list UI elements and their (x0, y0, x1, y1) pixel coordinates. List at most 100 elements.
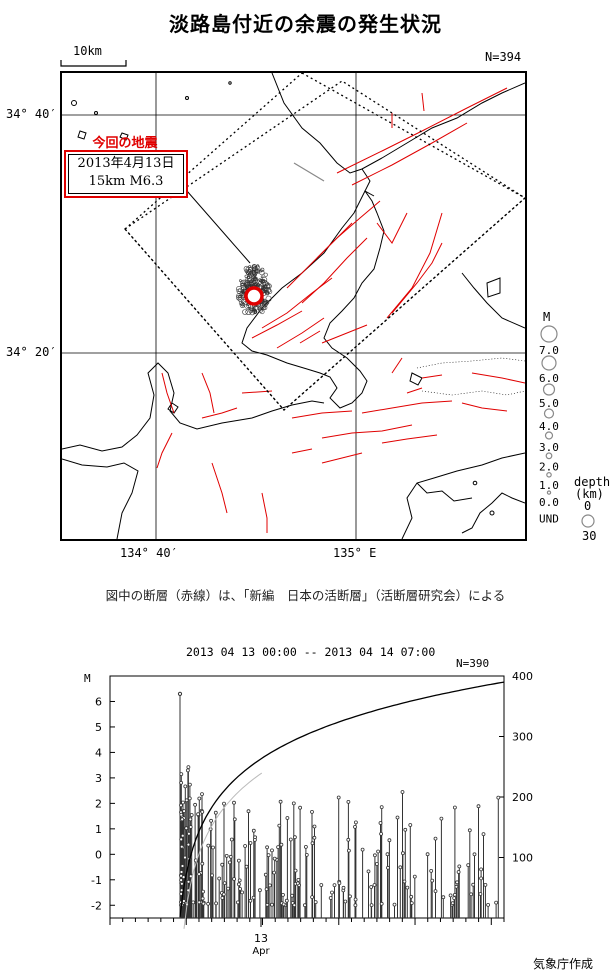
event-point (292, 903, 297, 908)
event-point (336, 795, 341, 800)
event-point (180, 817, 185, 822)
event-point (310, 809, 314, 814)
event-point (226, 886, 231, 891)
event-point (441, 895, 446, 900)
event-point (376, 849, 381, 854)
event-point (295, 881, 300, 886)
event-point (206, 901, 211, 906)
event-point (179, 803, 183, 808)
event-point (353, 820, 358, 825)
event-point (210, 873, 215, 878)
event-point (408, 823, 413, 827)
event-point (214, 901, 219, 906)
mag-legend-circle (546, 472, 552, 478)
event-point (392, 902, 397, 907)
mag-legend-title: M (543, 310, 551, 324)
event-point (251, 828, 256, 833)
mag-legend-label: 1.0 (539, 479, 559, 492)
event-point (284, 898, 289, 903)
event-point (197, 872, 202, 877)
event-point (180, 881, 184, 886)
lon-label-135e: 135° E (333, 546, 377, 560)
event-point (238, 886, 243, 891)
event-point (244, 864, 249, 869)
event-point (400, 851, 405, 856)
mag-legend-label: 6.0 (539, 372, 559, 385)
footer-credit: 気象庁作成 (532, 957, 593, 971)
cumulative-curve (179, 681, 505, 917)
depth-legend-unit: (km) (575, 487, 604, 501)
event-point (409, 894, 414, 899)
event-point (281, 902, 286, 907)
event-point (211, 845, 215, 850)
event-point (213, 810, 218, 815)
event-point (478, 892, 483, 896)
event-point (201, 901, 206, 906)
event-point (337, 881, 342, 886)
event-point (266, 853, 271, 858)
event-point (232, 800, 236, 805)
event-point (206, 843, 211, 848)
depth-legend-circle (581, 514, 595, 528)
event-point (385, 852, 390, 857)
y2-tick-label: 100 (512, 852, 533, 865)
event-point (201, 889, 206, 894)
event-point (264, 887, 269, 892)
event-point (209, 818, 214, 823)
map-count: N=394 (485, 50, 522, 64)
event-point (288, 837, 293, 842)
y-tick-label: 1 (95, 823, 102, 836)
event-point (237, 878, 242, 883)
event-point (353, 824, 357, 829)
event-point (425, 852, 430, 857)
mag-legend-label: 2.0 (539, 461, 559, 474)
chart-count: N=390 (456, 657, 490, 670)
event-point (472, 852, 477, 857)
event-point (227, 860, 232, 865)
chart-title: 2013 04 13 00:00 -- 2013 04 14 07:00 (186, 645, 436, 659)
event-point (292, 835, 297, 840)
event-point (179, 772, 184, 776)
event-point (409, 901, 414, 906)
event-point (439, 816, 444, 821)
event-point (469, 892, 474, 897)
scale-bar (60, 60, 127, 67)
fault-caption: 図中の断層（赤線）は、「新編 日本の活断層」（活断層研究会）による (105, 588, 506, 603)
scale-label: 10km (73, 44, 102, 58)
quake-title: 今回の地震 (92, 136, 158, 151)
event-point (341, 885, 346, 890)
event-point (496, 795, 501, 800)
event-point (353, 897, 358, 902)
event-point (186, 768, 190, 773)
event-point (243, 844, 248, 848)
event-point (196, 812, 201, 817)
event-point (457, 864, 462, 869)
event-point (197, 900, 202, 905)
event-point (248, 841, 253, 845)
y2-tick-label: 300 (512, 731, 533, 744)
x-axis-sublabel: Apr (252, 946, 270, 957)
event-point (452, 896, 457, 901)
event-point (379, 901, 384, 906)
event-point (187, 782, 192, 787)
event-point (267, 883, 272, 888)
event-point (179, 780, 183, 785)
y-tick-label: -1 (91, 874, 102, 887)
event-point (291, 801, 296, 806)
y-tick-label: -2 (91, 899, 102, 912)
event-point (378, 821, 383, 825)
event-point (285, 816, 290, 820)
event-point (197, 796, 202, 801)
mag-legend-label: 7.0 (539, 344, 559, 357)
event-point (186, 842, 191, 847)
mag-legend-circle (546, 490, 552, 495)
mag-legend-circle (541, 355, 557, 371)
depth-label-0: 0 (584, 499, 592, 513)
event-point (366, 869, 371, 874)
event-point (186, 879, 191, 884)
event-point (319, 883, 324, 887)
event-point (277, 823, 282, 828)
event-point (182, 899, 186, 903)
event-point (179, 837, 184, 842)
